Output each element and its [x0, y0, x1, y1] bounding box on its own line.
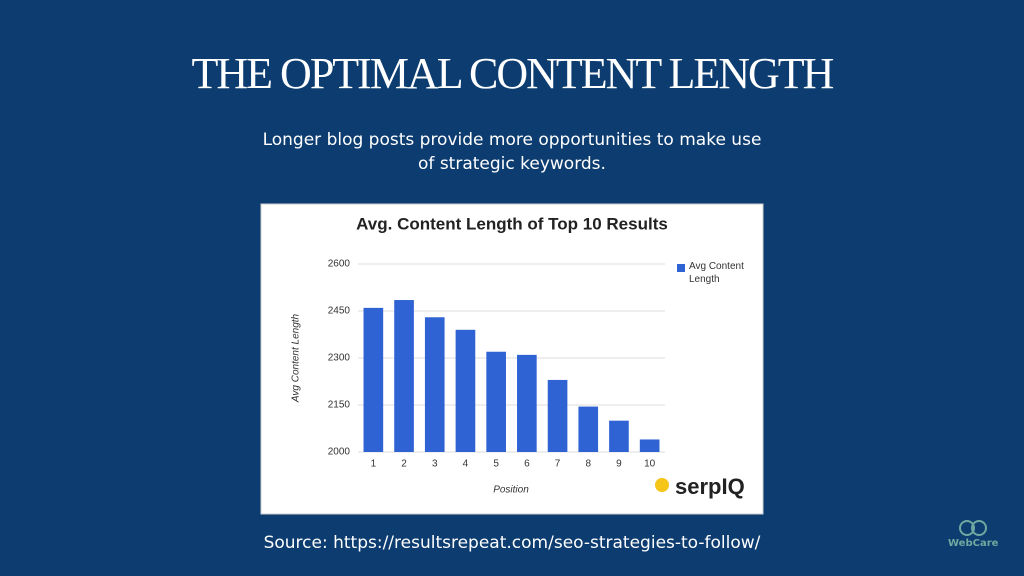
bar — [455, 329, 476, 452]
legend-box: Avg Content Length — [689, 261, 744, 285]
x-tick-label: 5 — [493, 459, 499, 470]
x-axis-label: Position — [493, 485, 529, 496]
y-tick-label: 2600 — [328, 259, 351, 270]
y-tick-label: 2000 — [328, 447, 351, 458]
bar — [547, 379, 568, 452]
bar — [424, 317, 445, 452]
brand-icon — [959, 520, 987, 536]
slide-subtitle: Longer blog posts provide more opportuni… — [262, 130, 762, 174]
chart-frame — [260, 203, 764, 515]
x-tick-label: 7 — [555, 459, 561, 470]
x-tick-label: 9 — [616, 459, 622, 470]
x-tick-label: 1 — [371, 459, 377, 470]
brand-name: WebCare — [948, 538, 999, 549]
bar — [486, 351, 506, 452]
chart-title: Avg. Content Length of Top 10 Results — [356, 214, 668, 233]
y-tick-label: 2450 — [328, 306, 351, 317]
x-tick-label: 10 — [644, 459, 656, 470]
x-tick-label: 8 — [585, 459, 591, 470]
y-tick-label: 2150 — [328, 400, 351, 411]
bar — [394, 300, 414, 452]
x-tick-label: 3 — [432, 459, 438, 470]
x-tick-label: 4 — [463, 459, 469, 470]
slide-title: THE OPTIMAL CONTENT LENGTH — [191, 49, 835, 98]
bar — [609, 420, 629, 452]
y-tick-label: 2300 — [328, 353, 351, 364]
x-tick-label: 2 — [401, 459, 407, 470]
legend-label: Avg Content Length — [689, 261, 744, 285]
legend-swatch — [677, 264, 685, 272]
slide-source: Source: https://resultsrepeat.com/seo-st… — [263, 533, 761, 553]
x-tick-label: 6 — [524, 459, 530, 470]
bar — [578, 406, 599, 452]
bar — [517, 354, 537, 452]
chart-logo: serpIQ — [675, 474, 745, 499]
logo-bulb — [655, 478, 669, 492]
bar — [363, 307, 384, 452]
bar — [639, 439, 660, 452]
y-axis-label: Avg Content Length — [291, 313, 302, 403]
